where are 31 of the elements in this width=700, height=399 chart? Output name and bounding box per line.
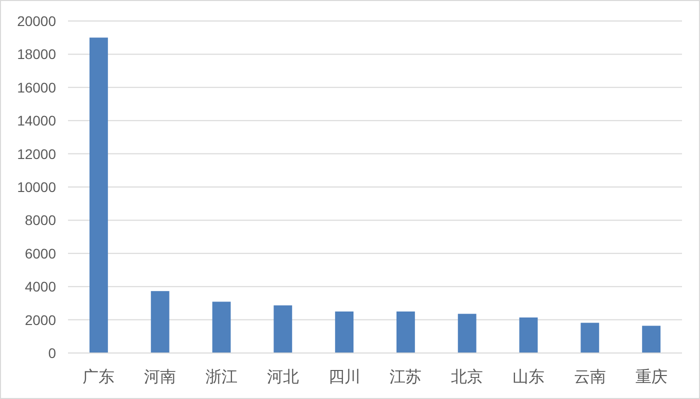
- bar: [212, 302, 231, 353]
- bar: [458, 314, 476, 353]
- x-tick-label: 山东: [512, 368, 544, 386]
- bar: [150, 291, 170, 353]
- bar: [580, 322, 600, 353]
- y-tick-label: 10000: [17, 179, 56, 195]
- x-tick-label: 江苏: [390, 368, 422, 386]
- y-tick-label: 4000: [24, 278, 56, 295]
- y-tick-label: 20000: [17, 13, 56, 29]
- bar: [519, 317, 538, 353]
- x-tick-label: 云南: [574, 368, 606, 386]
- x-tick-label: 河南: [144, 368, 176, 386]
- y-tick-label: 18000: [17, 46, 56, 62]
- x-tick-label: 浙江: [206, 368, 238, 386]
- bar: [335, 312, 354, 353]
- y-tick-label: 8000: [24, 212, 56, 228]
- y-tick-label: 2000: [24, 312, 56, 328]
- y-tick-label: 6000: [24, 245, 56, 262]
- bar: [274, 305, 292, 353]
- y-tick-label: 14000: [17, 112, 56, 129]
- y-tick-label: 12000: [17, 146, 56, 162]
- y-tick-label: 0: [48, 345, 56, 361]
- y-tick-label: 16000: [17, 79, 56, 96]
- bar: [642, 326, 661, 353]
- x-tick-label: 四川: [328, 368, 360, 386]
- bar: [396, 312, 415, 353]
- x-tick-label: 重庆: [635, 368, 668, 386]
- x-tick-label: 河北: [266, 368, 299, 386]
- x-tick-label: 广东: [82, 368, 115, 386]
- x-tick-label: 北京: [451, 368, 484, 386]
- bar: [89, 38, 108, 353]
